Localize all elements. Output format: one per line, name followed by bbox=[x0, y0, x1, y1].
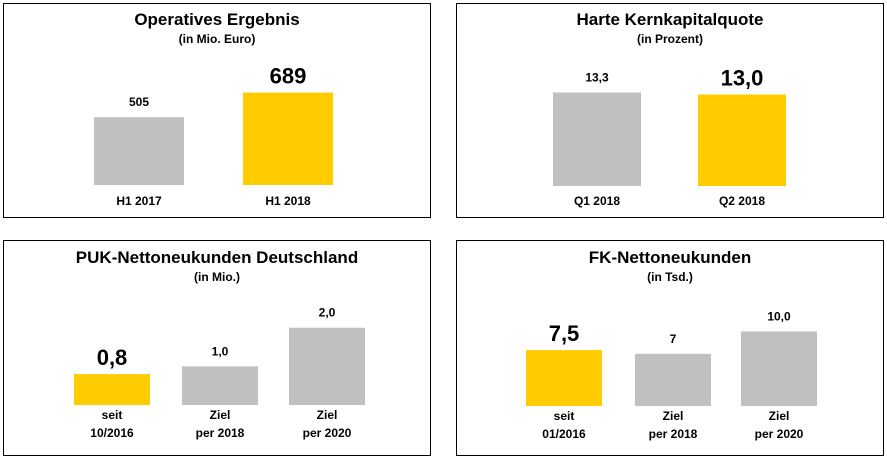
data-label: 0,8 bbox=[97, 345, 128, 370]
chart-puk-nettoneukunden: PUK-Nettoneukunden Deutschland (in Mio.) 0… bbox=[74, 248, 365, 440]
category-label: per 2020 bbox=[303, 426, 352, 440]
chart-subtitle: (in Mio.) bbox=[194, 270, 240, 284]
category-label: 10/2016 bbox=[90, 426, 134, 440]
category-label: Q1 2018 bbox=[574, 194, 620, 208]
chart-subtitle: (in Prozent) bbox=[637, 32, 703, 46]
bar bbox=[553, 92, 641, 186]
chart-fk-nettoneukunden: FK-Nettoneukunden (in Tsd.) 7,5 seit 01/2016… bbox=[526, 248, 817, 441]
chart-harte-kernkapitalquote: Harte Kernkapitalquote (in Prozent) 13,3 Q1… bbox=[553, 10, 786, 208]
bar bbox=[526, 350, 602, 406]
category-label: H1 2017 bbox=[116, 194, 162, 208]
bar bbox=[243, 92, 333, 185]
chart-panel-puk-nettoneukunden: PUK-Nettoneukunden Deutschland (in Mio.) 0… bbox=[3, 240, 431, 456]
category-label: per 2018 bbox=[649, 427, 698, 441]
chart-panel-operatives-ergebnis: Operatives Ergebnis (in Mio. Euro) 505 H1 2… bbox=[3, 3, 431, 218]
bar bbox=[182, 366, 258, 405]
bar bbox=[698, 94, 786, 186]
data-label: 7 bbox=[670, 332, 677, 346]
chart-title: FK-Nettoneukunden bbox=[589, 248, 751, 267]
category-label: per 2018 bbox=[196, 426, 245, 440]
data-label: 505 bbox=[129, 95, 149, 109]
chart-subtitle: (in Mio. Euro) bbox=[179, 32, 256, 46]
chart-title: PUK-Nettoneukunden Deutschland bbox=[76, 248, 358, 267]
bar bbox=[94, 117, 184, 185]
category-label: Ziel bbox=[663, 409, 684, 423]
chart-panel-harte-kernkapitalquote: Harte Kernkapitalquote (in Prozent) 13,3 Q1… bbox=[456, 3, 884, 218]
bar bbox=[741, 331, 817, 406]
category-label: seit bbox=[102, 408, 123, 422]
data-label: 2,0 bbox=[319, 306, 336, 320]
category-label: Ziel bbox=[317, 408, 338, 422]
chart-panel-fk-nettoneukunden: FK-Nettoneukunden (in Tsd.) 7,5 seit 01/2016… bbox=[456, 240, 884, 456]
category-label: Q2 2018 bbox=[719, 194, 765, 208]
category-label: seit bbox=[554, 409, 575, 423]
category-label: H1 2018 bbox=[265, 194, 311, 208]
bar bbox=[289, 327, 365, 405]
data-label: 13,3 bbox=[585, 70, 609, 84]
category-label: Ziel bbox=[769, 409, 790, 423]
chart-title: Operatives Ergebnis bbox=[134, 10, 299, 29]
bar bbox=[635, 353, 711, 406]
data-label: 7,5 bbox=[549, 321, 580, 346]
category-label: per 2020 bbox=[755, 427, 804, 441]
chart-subtitle: (in Tsd.) bbox=[647, 270, 693, 284]
category-label: 01/2016 bbox=[542, 427, 586, 441]
chart-operatives-ergebnis: Operatives Ergebnis (in Mio. Euro) 505 H1 2… bbox=[94, 10, 333, 208]
data-label: 689 bbox=[270, 64, 307, 89]
data-label: 10,0 bbox=[767, 309, 791, 323]
category-label: Ziel bbox=[210, 408, 231, 422]
chart-title: Harte Kernkapitalquote bbox=[576, 10, 763, 29]
data-label: 1,0 bbox=[212, 344, 229, 358]
bar bbox=[74, 374, 150, 405]
data-label: 13,0 bbox=[721, 66, 764, 91]
